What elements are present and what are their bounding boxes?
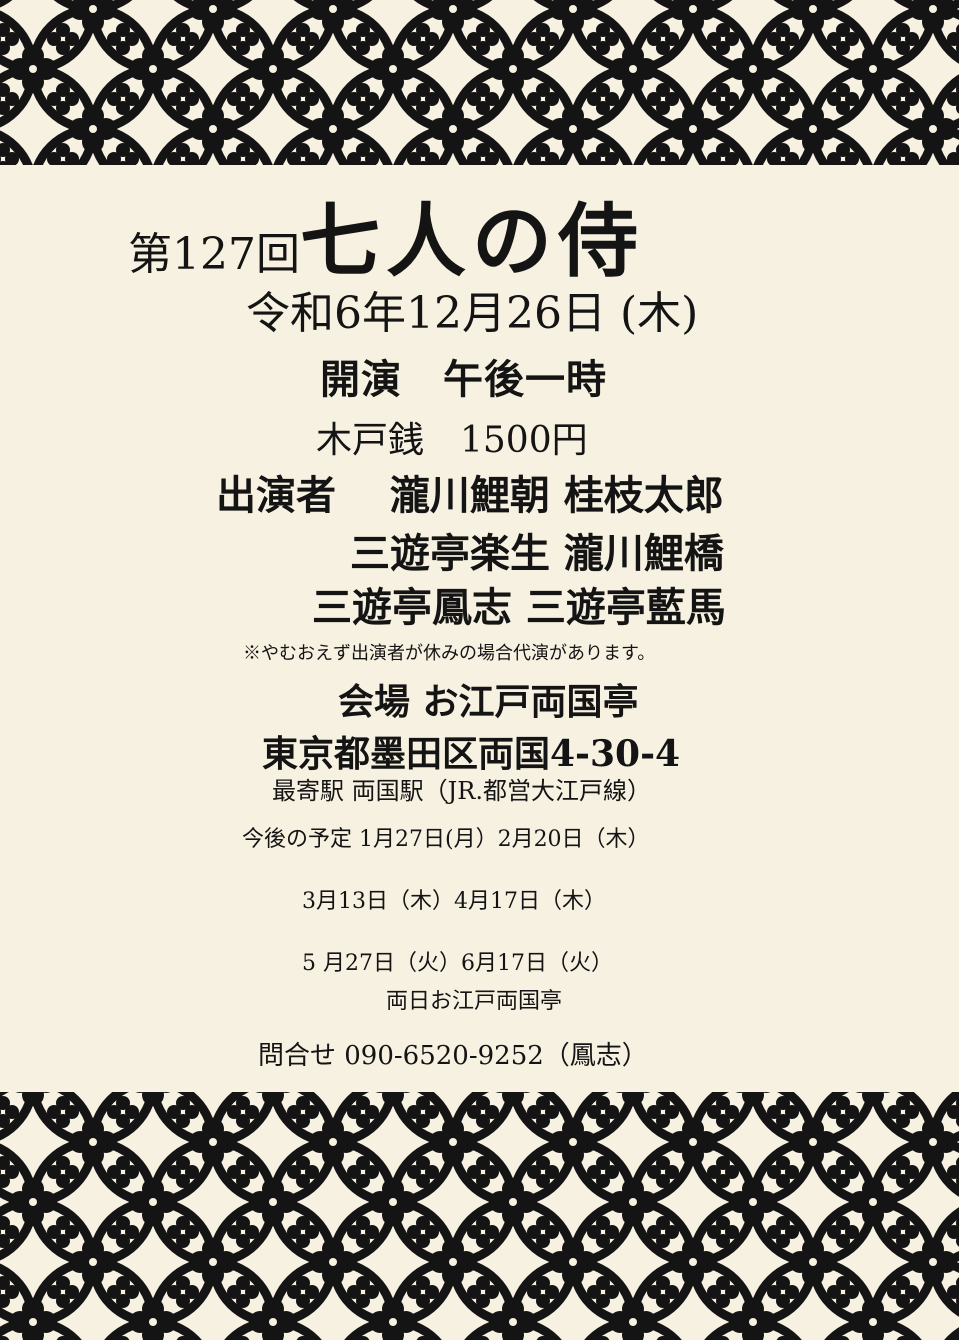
pattern-band-top [0, 0, 959, 165]
pattern-band-bottom [0, 1092, 959, 1340]
cast-line-3: 三遊亭鳳志 三遊亭藍馬 [312, 584, 726, 631]
venue-name: 会場 お江戸両国亭 [338, 681, 639, 723]
event-name: 七人の侍 [299, 195, 644, 288]
poster-content: 第127回七人の侍 令和6年12月26日 (木) 開演 午後一時 木戸銭 150… [0, 165, 959, 1092]
event-date: 令和6年12月26日 (木) [246, 288, 699, 339]
schedule-venue-note: 両日お江戸両国亭 [386, 989, 563, 1014]
schedule-line-1: 今後の予定 1月27日(月）2月20日（木） [242, 827, 650, 852]
start-time: 開演 午後一時 [320, 356, 607, 403]
substitution-note: ※やむおえず出演者が休みの場合代演があります。 [243, 643, 656, 664]
venue-address: 東京都墨田区両国4-30-4 [262, 733, 681, 775]
schedule-line-3: 5 月27日（火）6月17日（火） [302, 951, 613, 976]
title-row: 第127回七人の侍 [128, 177, 644, 293]
schedule-line-2: 3月13日（木）4月17日（木） [302, 889, 606, 914]
cast-line-1: 出演者 瀧川鯉朝 桂枝太郎 [216, 472, 724, 519]
event-edition: 第127回 [128, 229, 300, 280]
nearest-station: 最寄駅 両国駅（JR.都営大江戸線） [272, 777, 651, 805]
contact-info: 問合せ 090-6520-9252（鳳志） [258, 1041, 648, 1071]
admission-fee: 木戸銭 1500円 [316, 420, 588, 461]
pattern-svg-top [0, 0, 959, 165]
cast-line-2: 三遊亭楽生 瀧川鯉橋 [350, 530, 724, 577]
pattern-svg-bottom [0, 1092, 959, 1340]
